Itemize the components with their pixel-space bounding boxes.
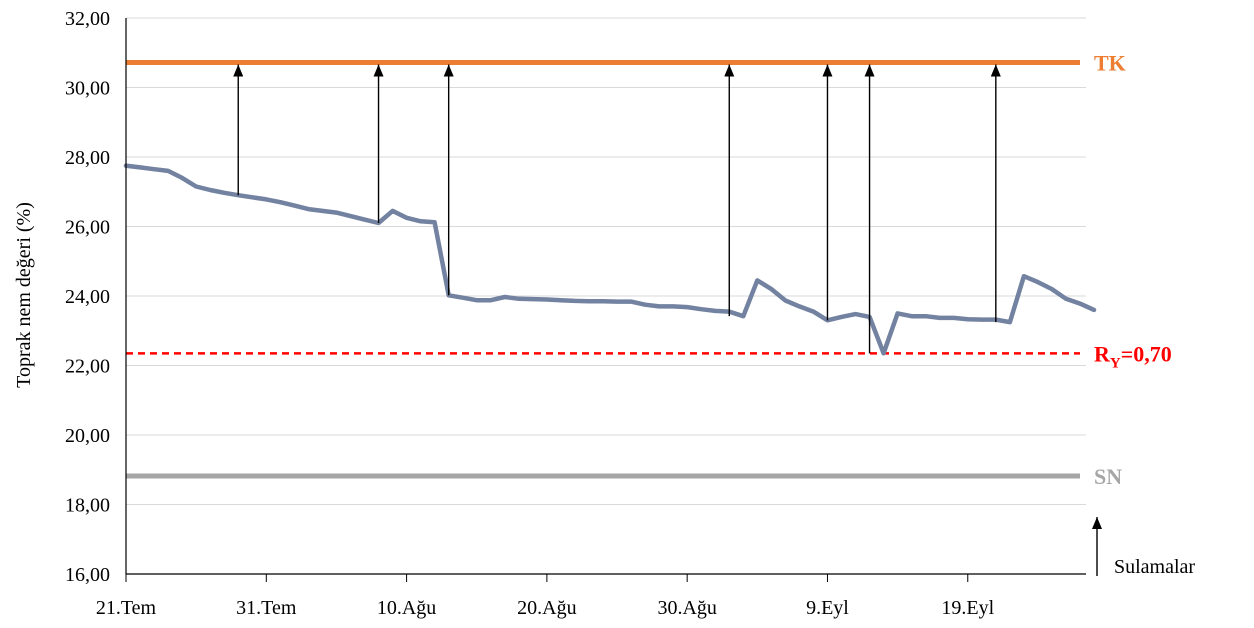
ref-label-rest: =0,70 xyxy=(1121,341,1172,366)
gridlines xyxy=(126,17,1086,505)
y-tick-label: 22,00 xyxy=(65,356,110,378)
x-tick-label: 10.Ağu xyxy=(377,597,436,619)
reference-line-label: TK xyxy=(1094,50,1126,75)
y-tick-label: 32,00 xyxy=(65,8,110,30)
y-tick-label: 18,00 xyxy=(65,495,110,517)
reference-line-label: RY=0,70 xyxy=(1094,341,1172,371)
legend: Sulamalar xyxy=(1092,517,1195,578)
irrigation-arrows xyxy=(233,64,1001,354)
y-tick-label: 16,00 xyxy=(65,564,110,586)
x-tick-label: 30.Ağu xyxy=(657,597,716,619)
x-tick-label: 19.Eyl xyxy=(941,597,994,619)
y-tick-label: 24,00 xyxy=(65,286,110,308)
y-tick-label: 28,00 xyxy=(65,147,110,169)
series-line xyxy=(123,163,1097,356)
y-tick-label: 20,00 xyxy=(65,425,110,447)
legend-label: Sulamalar xyxy=(1114,556,1195,578)
axes xyxy=(125,18,1086,575)
y-axis-ticks: 16,00 18,00 20,00 22,00 24,00 26,00 28,00 30,00… xyxy=(65,8,110,586)
series-layer xyxy=(123,163,1097,356)
x-tick-label: 21.Tem xyxy=(96,597,157,619)
ref-label-main: R xyxy=(1094,341,1111,366)
y-tick-label: 30,00 xyxy=(65,78,110,100)
x-axis-ticks: 21.Tem 31.Tem 10.Ağu 20.Ağu 30.Ağu 9.Eyl 19.Ey… xyxy=(96,574,995,619)
x-tick-label: 31.Tem xyxy=(236,597,297,619)
x-tick-label: 20.Ağu xyxy=(517,597,576,619)
reference-line-label: SN xyxy=(1094,464,1122,489)
reference-lines: TK RY=0,70 SN xyxy=(126,50,1172,489)
y-axis-title: Toprak nem değeri (%) xyxy=(13,202,35,388)
x-tick-label: 9.Eyl xyxy=(806,597,849,619)
y-tick-label: 26,00 xyxy=(65,217,110,239)
ref-label-sub: Y xyxy=(1110,355,1121,371)
